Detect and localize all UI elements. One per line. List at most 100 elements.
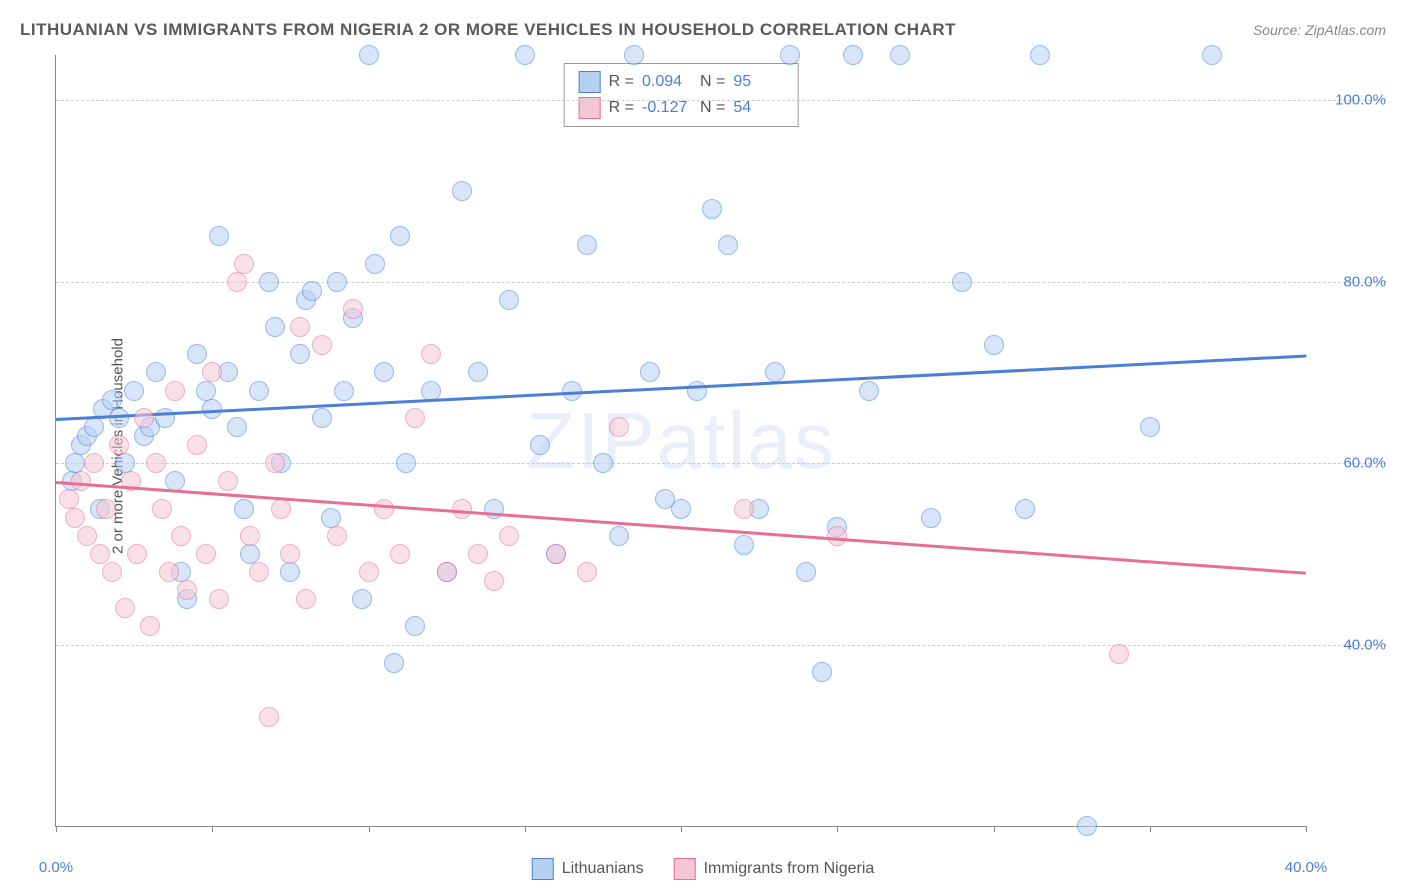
scatter-point [405, 616, 425, 636]
scatter-point [718, 235, 738, 255]
scatter-point [196, 544, 216, 564]
y-tick-label: 100.0% [1316, 92, 1386, 109]
scatter-point [812, 662, 832, 682]
scatter-point [515, 45, 535, 65]
stat-n-label: N = [700, 73, 725, 91]
legend-item: Immigrants from Nigeria [674, 858, 875, 880]
scatter-point [359, 45, 379, 65]
scatter-point [334, 381, 354, 401]
scatter-point [624, 45, 644, 65]
scatter-point [240, 544, 260, 564]
legend-label: Lithuanians [562, 860, 644, 878]
scatter-point [265, 453, 285, 473]
scatter-point [177, 580, 197, 600]
stat-n-value: 95 [733, 73, 783, 91]
scatter-point [421, 344, 441, 364]
scatter-point [546, 544, 566, 564]
scatter-point [687, 381, 707, 401]
x-tick-label: 0.0% [39, 859, 73, 876]
scatter-point [146, 362, 166, 382]
scatter-point [209, 589, 229, 609]
scatter-point [921, 508, 941, 528]
scatter-point [1015, 499, 1035, 519]
gridline [56, 282, 1386, 283]
scatter-point [265, 317, 285, 337]
x-tick [681, 826, 682, 832]
x-tick [837, 826, 838, 832]
scatter-point [827, 526, 847, 546]
trend-line [56, 354, 1306, 420]
scatter-point [234, 254, 254, 274]
scatter-point [302, 281, 322, 301]
scatter-point [227, 272, 247, 292]
scatter-point [499, 526, 519, 546]
scatter-point [102, 562, 122, 582]
scatter-point [484, 571, 504, 591]
scatter-point [218, 471, 238, 491]
scatter-point [196, 381, 216, 401]
scatter-point [890, 45, 910, 65]
scatter-point [780, 45, 800, 65]
x-tick [212, 826, 213, 832]
scatter-point [365, 254, 385, 274]
stat-r-label: R = [609, 99, 634, 117]
scatter-point [734, 535, 754, 555]
scatter-point [187, 435, 207, 455]
scatter-point [577, 562, 597, 582]
scatter-point [249, 381, 269, 401]
scatter-point [859, 381, 879, 401]
scatter-point [734, 499, 754, 519]
legend-swatch [579, 71, 601, 93]
scatter-point [209, 226, 229, 246]
stats-row: R = 0.094 N = 95 [579, 69, 784, 95]
scatter-point [165, 381, 185, 401]
stat-r-value: 0.094 [642, 73, 692, 91]
scatter-point [140, 616, 160, 636]
scatter-point [609, 526, 629, 546]
scatter-point [65, 453, 85, 473]
scatter-point [280, 544, 300, 564]
x-tick [994, 826, 995, 832]
scatter-point [59, 489, 79, 509]
scatter-point [1077, 816, 1097, 836]
stat-r-label: R = [609, 73, 634, 91]
scatter-point [259, 272, 279, 292]
y-tick-label: 80.0% [1316, 273, 1386, 290]
scatter-point [102, 390, 122, 410]
plot-area: ZIPatlas R = 0.094N = 95R = -0.127N = 54… [55, 55, 1306, 827]
scatter-point [271, 499, 291, 519]
scatter-point [259, 707, 279, 727]
scatter-point [671, 499, 691, 519]
stat-n-label: N = [700, 99, 725, 117]
x-tick [1306, 826, 1307, 832]
scatter-point [405, 408, 425, 428]
scatter-point [124, 381, 144, 401]
scatter-point [390, 544, 410, 564]
scatter-point [171, 526, 191, 546]
scatter-point [290, 317, 310, 337]
gridline [56, 463, 1386, 464]
scatter-point [843, 45, 863, 65]
scatter-point [984, 335, 1004, 355]
scatter-point [146, 453, 166, 473]
scatter-point [159, 562, 179, 582]
scatter-point [593, 453, 613, 473]
y-tick-label: 60.0% [1316, 455, 1386, 472]
scatter-point [352, 589, 372, 609]
scatter-point [343, 299, 363, 319]
scatter-point [374, 362, 394, 382]
series-legend: Lithuanians Immigrants from Nigeria [532, 858, 875, 880]
scatter-point [952, 272, 972, 292]
stats-row: R = -0.127N = 54 [579, 95, 784, 121]
scatter-point [396, 453, 416, 473]
scatter-point [1202, 45, 1222, 65]
scatter-point [296, 589, 316, 609]
scatter-point [280, 562, 300, 582]
scatter-point [249, 562, 269, 582]
scatter-point [187, 344, 207, 364]
scatter-point [702, 199, 722, 219]
chart-title: LITHUANIAN VS IMMIGRANTS FROM NIGERIA 2 … [20, 20, 956, 40]
x-tick-label: 40.0% [1285, 859, 1328, 876]
scatter-point [155, 408, 175, 428]
scatter-point [1109, 644, 1129, 664]
